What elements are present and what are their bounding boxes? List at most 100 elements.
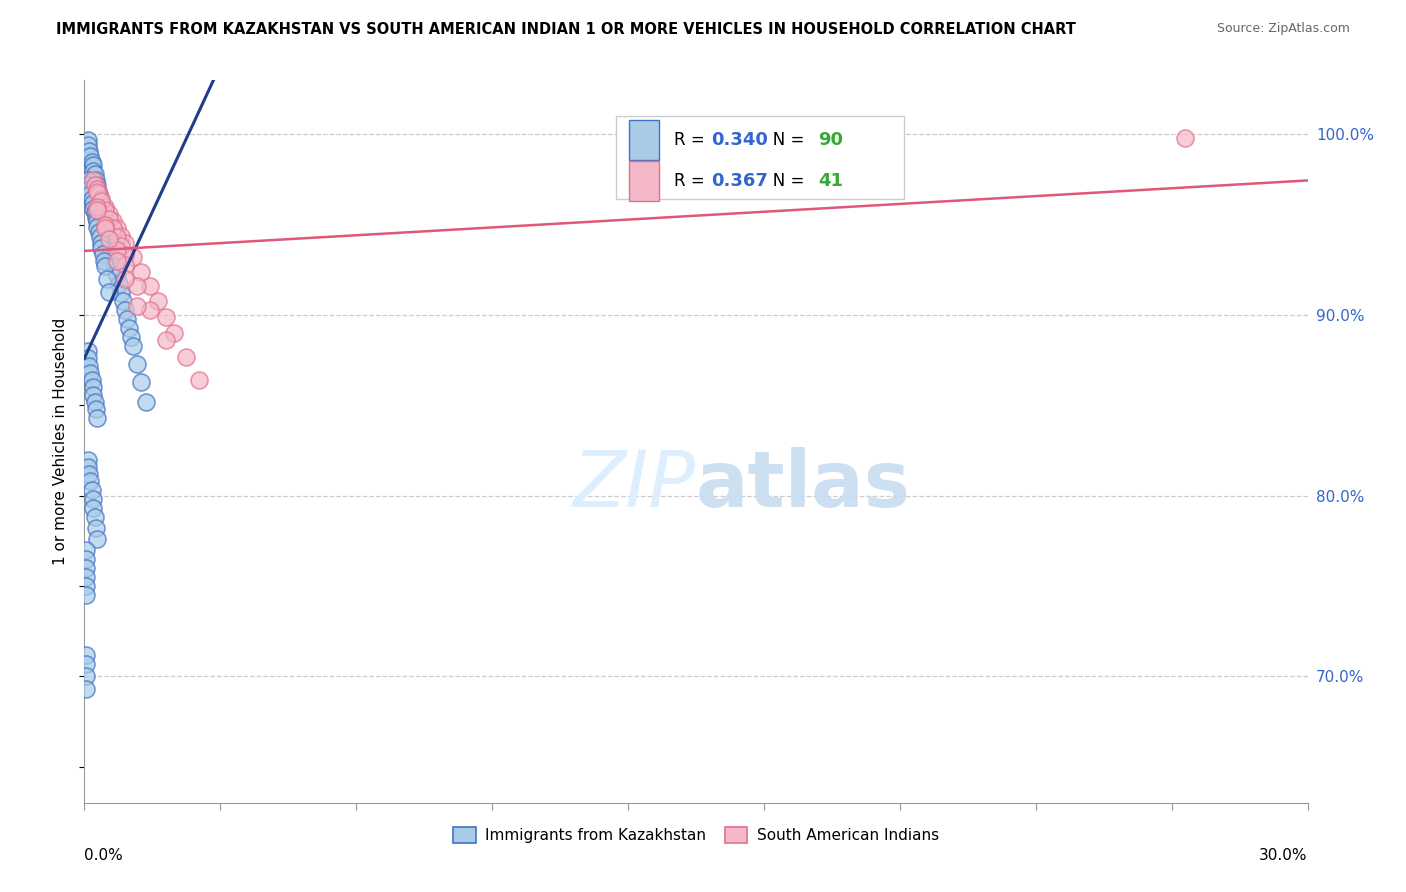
Point: [77, 359, 100, 373]
Point: [97, 228, 120, 243]
Point: [82, 501, 104, 516]
Point: [104, 260, 127, 274]
Point: [93, 260, 115, 274]
Bar: [628, 161, 659, 201]
Point: [93, 253, 115, 268]
Point: [118, 320, 141, 334]
Point: [93, 218, 115, 232]
Point: [86, 178, 108, 192]
Point: [86, 200, 108, 214]
Point: [97, 232, 120, 246]
Point: [80, 193, 103, 207]
Point: [105, 243, 128, 257]
Point: [75, 669, 97, 683]
Point: [120, 330, 142, 344]
Point: [86, 181, 108, 195]
Point: [108, 277, 131, 292]
Text: 41: 41: [818, 172, 844, 190]
Point: [83, 205, 105, 219]
Point: [77, 181, 100, 195]
Point: [75, 552, 97, 566]
Point: [77, 467, 100, 481]
Point: [75, 648, 97, 662]
Point: [86, 532, 108, 546]
Text: atlas: atlas: [696, 447, 911, 523]
Text: 90: 90: [818, 130, 844, 149]
Point: [101, 250, 124, 264]
Point: [90, 194, 112, 209]
Point: [90, 193, 112, 207]
Point: [97, 232, 120, 246]
Point: [131, 265, 153, 279]
Point: [77, 138, 100, 153]
Text: R =: R =: [673, 130, 710, 149]
Point: [80, 373, 103, 387]
Y-axis label: 1 or more Vehicles in Household: 1 or more Vehicles in Household: [53, 318, 69, 566]
Point: [122, 250, 145, 264]
Point: [114, 258, 136, 272]
Point: [93, 211, 115, 225]
Text: 0.367: 0.367: [710, 172, 768, 190]
FancyBboxPatch shape: [616, 117, 904, 200]
Point: [94, 218, 117, 232]
Point: [98, 235, 121, 250]
Text: Source: ZipAtlas.com: Source: ZipAtlas.com: [1216, 22, 1350, 36]
Point: [84, 172, 107, 186]
Point: [82, 492, 104, 507]
Point: [90, 196, 112, 211]
Point: [105, 268, 128, 283]
Point: [114, 272, 136, 286]
Point: [80, 154, 103, 169]
Legend: Immigrants from Kazakhstan, South American Indians: Immigrants from Kazakhstan, South Americ…: [447, 822, 945, 849]
Point: [77, 178, 100, 192]
Point: [138, 302, 160, 317]
Point: [110, 228, 132, 243]
Point: [138, 279, 160, 293]
Point: [76, 344, 98, 359]
Point: [83, 394, 105, 409]
Point: [1174, 131, 1197, 145]
Point: [93, 200, 115, 214]
Point: [96, 223, 118, 237]
Point: [105, 253, 128, 268]
Point: [114, 302, 136, 317]
Point: [79, 149, 101, 163]
Text: ZIP: ZIP: [574, 447, 696, 523]
Point: [82, 387, 104, 401]
Point: [87, 187, 110, 202]
Point: [77, 351, 100, 366]
Point: [135, 394, 157, 409]
Point: [127, 357, 149, 371]
Point: [84, 521, 107, 535]
Point: [146, 293, 169, 308]
Point: [75, 588, 97, 602]
Point: [101, 221, 124, 235]
Point: [91, 246, 114, 260]
Point: [100, 241, 122, 255]
Bar: [628, 120, 659, 160]
Point: [163, 326, 186, 340]
Point: [86, 214, 108, 228]
Point: [83, 178, 105, 192]
Point: [86, 203, 108, 218]
Point: [112, 293, 135, 308]
Point: [82, 380, 104, 394]
Point: [90, 202, 112, 216]
Point: [114, 235, 136, 250]
Point: [110, 286, 132, 301]
Point: [75, 657, 97, 671]
Text: R =: R =: [673, 172, 710, 190]
Point: [79, 187, 101, 202]
Point: [187, 373, 209, 387]
Point: [97, 212, 120, 227]
Point: [101, 214, 124, 228]
Point: [90, 241, 112, 255]
Point: [86, 411, 108, 425]
Point: [79, 366, 101, 380]
Point: [76, 172, 98, 186]
Point: [122, 339, 145, 353]
Point: [101, 246, 124, 260]
Text: 30.0%: 30.0%: [1260, 848, 1308, 863]
Point: [83, 510, 105, 524]
Point: [96, 272, 118, 286]
